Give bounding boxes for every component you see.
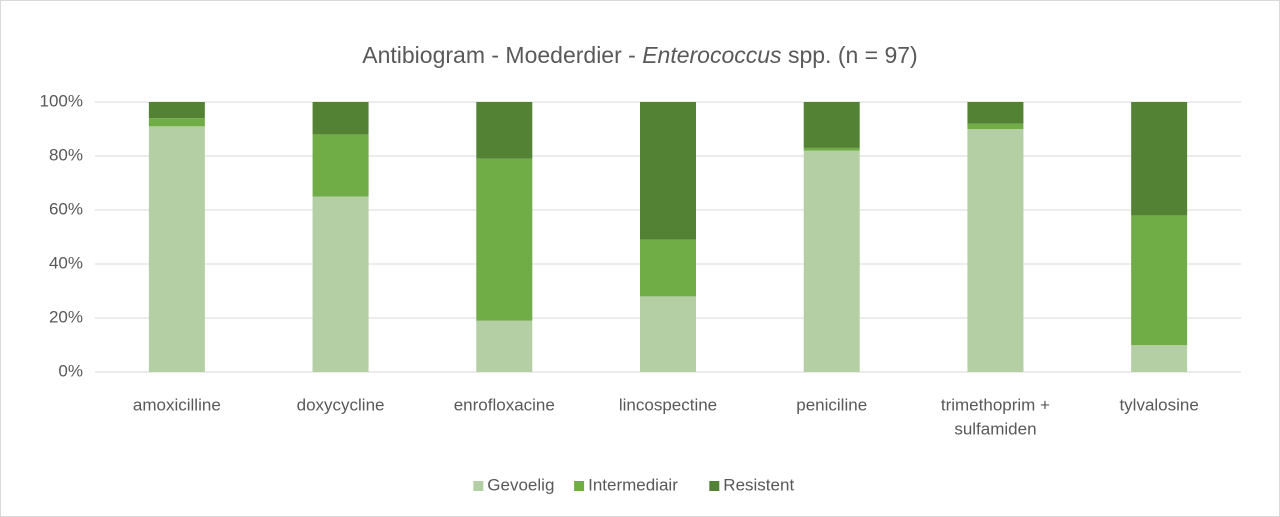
- bar-segment: [312, 102, 369, 135]
- title-part: spp. (n = 97): [782, 42, 918, 68]
- bar-segment: [640, 102, 696, 240]
- chart-title: Antibiogram - Moederdier - Enterococcus …: [362, 42, 917, 68]
- y-tick-label: 100%: [40, 91, 83, 110]
- bar-segment: [312, 196, 369, 372]
- bar-segment: [1131, 215, 1188, 345]
- bar-segment: [967, 102, 1024, 124]
- legend-label: Gevoelig: [487, 475, 554, 494]
- legend-label: Intermediair: [588, 475, 678, 494]
- legend-swatch: [574, 481, 585, 491]
- x-tick-label: peniciline: [796, 395, 867, 414]
- bar-segment: [803, 147, 860, 151]
- bar-segment: [803, 150, 860, 372]
- legend-swatch: [473, 481, 484, 491]
- legend-label: Resistent: [723, 475, 794, 494]
- bar-segment: [803, 102, 860, 148]
- x-tick-label: enrofloxacine: [454, 395, 555, 414]
- bar-segment: [312, 134, 369, 197]
- title-part: Antibiogram - Moederdier -: [362, 42, 642, 68]
- bar-segment: [148, 126, 205, 372]
- x-tick-label: amoxicilline: [133, 395, 221, 414]
- bar-segment: [967, 129, 1024, 372]
- title-part: Enterococcus: [642, 42, 782, 68]
- y-tick-label: 40%: [49, 253, 83, 272]
- y-tick-label: 20%: [49, 307, 83, 326]
- bar-segment: [148, 102, 205, 119]
- bar-segment: [1131, 102, 1188, 216]
- legend-swatch: [709, 481, 720, 491]
- bar-segment: [476, 158, 533, 321]
- bar-segment: [476, 102, 533, 159]
- y-tick-label: 0%: [58, 361, 83, 380]
- bar-segment: [640, 239, 696, 297]
- y-tick-label: 60%: [49, 199, 83, 218]
- bar-segment: [640, 296, 696, 372]
- bar-segment: [967, 123, 1024, 129]
- x-tick-label: lincospectine: [619, 395, 717, 414]
- x-tick-label: doxycycline: [297, 395, 385, 414]
- y-tick-label: 80%: [49, 145, 83, 164]
- x-tick-label: trimethoprim +: [941, 395, 1050, 414]
- x-tick-label: tylvalosine: [1119, 395, 1198, 414]
- bar-segment: [476, 320, 533, 372]
- bar-segment: [148, 118, 205, 127]
- x-tick-label: sulfamiden: [954, 419, 1036, 438]
- bar-segment: [1131, 345, 1188, 372]
